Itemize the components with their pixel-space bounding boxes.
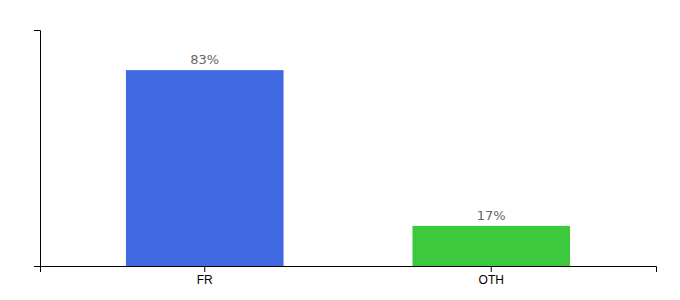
bar	[412, 226, 570, 266]
x-axis: FR OTH	[41, 266, 657, 287]
x-tick: OTH	[479, 266, 504, 287]
x-tick-label: FR	[197, 273, 213, 287]
chart-svg: FR OTH 83% 17%	[0, 0, 680, 300]
x-tick-label: OTH	[479, 273, 504, 287]
plot-area: FR OTH 83% 17%	[34, 31, 657, 287]
y-axis	[34, 31, 41, 267]
x-tick-mark	[204, 266, 205, 272]
chart-container: FR OTH 83% 17%	[0, 0, 680, 300]
bars	[126, 70, 570, 266]
data-label: 83%	[190, 52, 219, 67]
y-axis-line	[34, 31, 41, 267]
x-tick-mark	[491, 266, 492, 272]
bar	[126, 70, 284, 266]
x-axis-line	[41, 267, 657, 273]
data-labels: 83% 17%	[190, 52, 505, 223]
x-tick: FR	[197, 266, 213, 287]
data-label: 17%	[477, 208, 506, 223]
